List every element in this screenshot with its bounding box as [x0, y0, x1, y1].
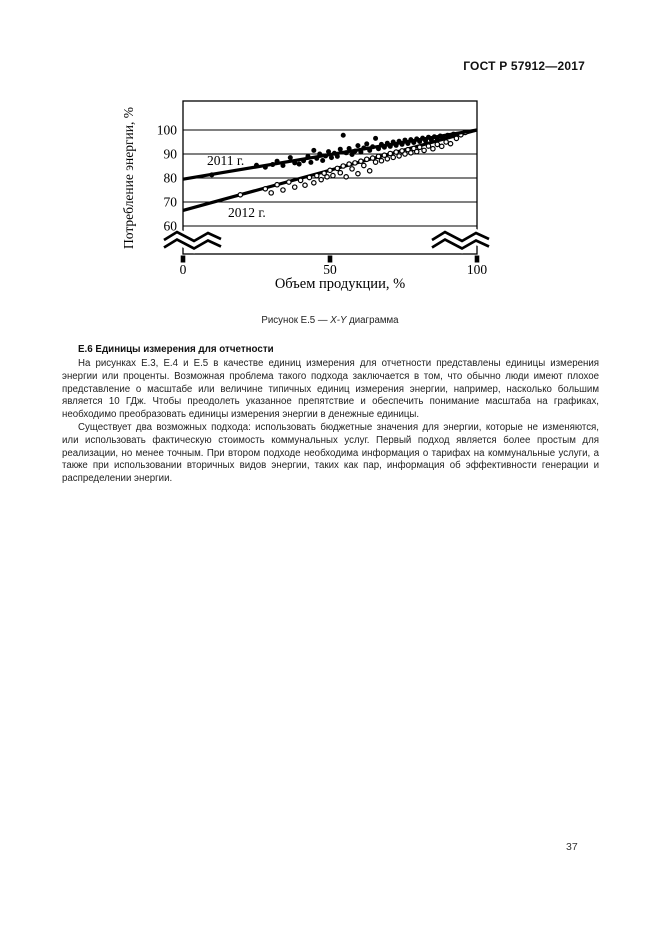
axis-break-symbols	[160, 227, 493, 254]
document-header: ГОСТ Р 57912—2017	[463, 59, 585, 73]
section-body: На рисунках Е.3, Е.4 и Е.5 в качестве ед…	[62, 358, 599, 486]
series-2011г: 2011 г.	[182, 128, 478, 181]
series-2012г: 2012 г.	[182, 128, 478, 220]
x-axis-title: Объем продукции, %	[275, 276, 405, 292]
plot-border	[182, 100, 478, 255]
y-tick-label: 100	[157, 123, 178, 138]
paragraph-2: Существует два возможных подхода: исполь…	[62, 421, 599, 485]
page-number: 37	[566, 841, 578, 853]
gridlines	[183, 129, 477, 227]
scatter-points	[209, 131, 456, 178]
series-label: 2012 г.	[228, 205, 266, 220]
figure-caption-prefix: Рисунок Е.5 —	[261, 315, 331, 326]
figure-caption: Рисунок Е.5 — X-Y диаграмма	[62, 315, 598, 326]
x-tick-label: 50	[323, 262, 337, 277]
y-tick-label: 90	[164, 147, 178, 162]
y-tick-label: 80	[164, 171, 178, 186]
x-axis: 0 50 100 Объем продукции, %	[180, 255, 488, 292]
xy-chart: 2012 г. 2011 г. 0 50 100 Объем продукции, % 10…	[121, 100, 493, 292]
x-tick-label: 0	[180, 262, 187, 277]
x-tick-label: 100	[467, 262, 488, 277]
figure-caption-suffix: диаграмма	[346, 315, 399, 326]
y-axis: 100 90 80 70 60 Потребление энергии, %	[121, 107, 177, 249]
scatter-points	[237, 129, 469, 198]
section-heading: Е.6 Единицы измерения для отчетности	[78, 344, 274, 355]
paragraph-1: На рисунках Е.3, Е.4 и Е.5 в качестве ед…	[62, 358, 599, 421]
y-axis-title: Потребление энергии, %	[121, 107, 136, 249]
figure-caption-xy: X-Y	[330, 315, 347, 326]
figure-e5: 2012 г. 2011 г. 0 50 100 Объем продукции, % 10…	[110, 88, 510, 298]
y-tick-label: 60	[164, 219, 178, 234]
y-tick-label: 70	[164, 195, 178, 210]
series-label: 2011 г.	[207, 153, 244, 168]
